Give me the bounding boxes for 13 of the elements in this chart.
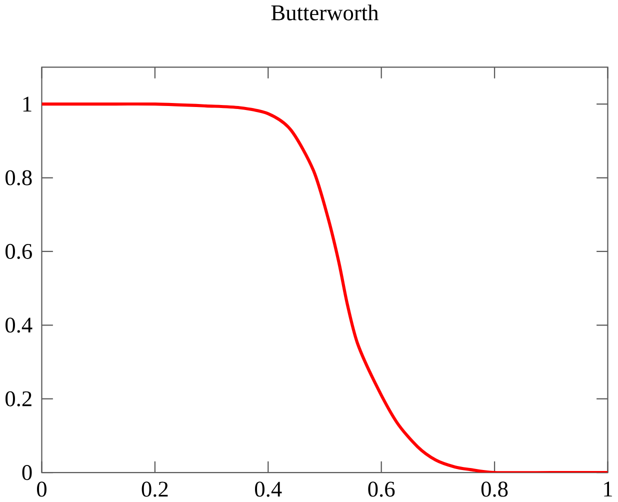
y-tick-label: 1 xyxy=(23,96,32,112)
x-tick-label: 0.8 xyxy=(481,482,508,498)
y-tick-label: 0.8 xyxy=(6,170,32,186)
x-tick-label: 1 xyxy=(604,482,612,497)
y-tick-label: 0.6 xyxy=(6,244,32,260)
y-tick-label: 0 xyxy=(22,465,32,480)
x-tick-label: 0 xyxy=(37,482,46,497)
y-tick-label: 0.2 xyxy=(6,392,32,407)
chart-title: Butterworth xyxy=(271,4,378,21)
x-tick-label: 0.2 xyxy=(142,482,168,498)
x-tick-label: 0.6 xyxy=(368,482,395,498)
x-tick-label: 0.4 xyxy=(255,482,282,498)
y-tick-label: 0.4 xyxy=(6,318,32,333)
